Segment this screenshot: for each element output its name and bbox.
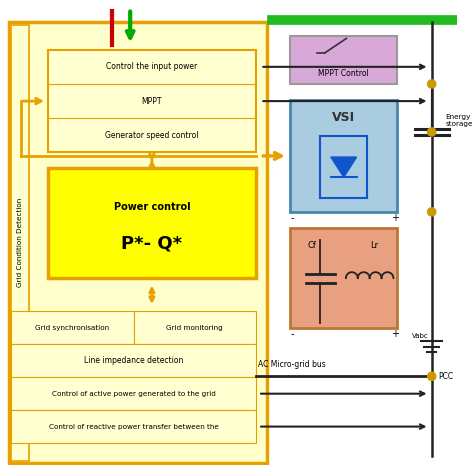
Bar (9, 22, 267, 463)
Text: PCC: PCC (438, 372, 454, 381)
Text: Grid Condition Detection: Grid Condition Detection (17, 198, 23, 287)
Text: -: - (291, 213, 294, 223)
Text: VSI: VSI (332, 111, 356, 124)
Text: Control of active power generated to the grid: Control of active power generated to the… (52, 391, 216, 397)
Bar (290, 228, 397, 328)
Text: Power control: Power control (114, 202, 190, 212)
Text: +: + (391, 329, 399, 339)
Text: P*- Q*: P*- Q* (121, 234, 182, 252)
Bar (48, 168, 256, 278)
Text: Vabc: Vabc (412, 333, 428, 338)
Text: Control of reactive power transfer between the: Control of reactive power transfer betwe… (49, 424, 219, 429)
Text: -: - (291, 329, 294, 339)
Text: Energy
storage: Energy storage (446, 114, 473, 127)
Bar (48, 50, 256, 153)
Text: Generator speed control: Generator speed control (105, 131, 199, 140)
Bar (11, 25, 29, 461)
Text: Lr: Lr (370, 241, 378, 250)
Bar (134, 311, 256, 344)
Text: +: + (391, 213, 399, 223)
Bar (11, 311, 134, 344)
Circle shape (428, 128, 436, 136)
Bar (11, 377, 256, 410)
Text: MPPT Control: MPPT Control (319, 69, 369, 78)
Circle shape (428, 372, 436, 381)
Circle shape (428, 208, 436, 216)
Bar (290, 100, 397, 212)
Text: Grid synchronisation: Grid synchronisation (36, 325, 109, 331)
Text: Line impedance detection: Line impedance detection (84, 356, 183, 365)
Bar (290, 36, 397, 84)
Text: Cf: Cf (307, 241, 316, 250)
Circle shape (428, 80, 436, 88)
Polygon shape (331, 157, 356, 177)
Bar (11, 344, 256, 377)
Text: Control the input power: Control the input power (106, 63, 198, 72)
Text: AC Micro-grid bus: AC Micro-grid bus (258, 360, 326, 369)
Text: Grid monitoring: Grid monitoring (166, 325, 223, 331)
Bar (11, 410, 256, 443)
Text: MPPT: MPPT (142, 97, 162, 106)
